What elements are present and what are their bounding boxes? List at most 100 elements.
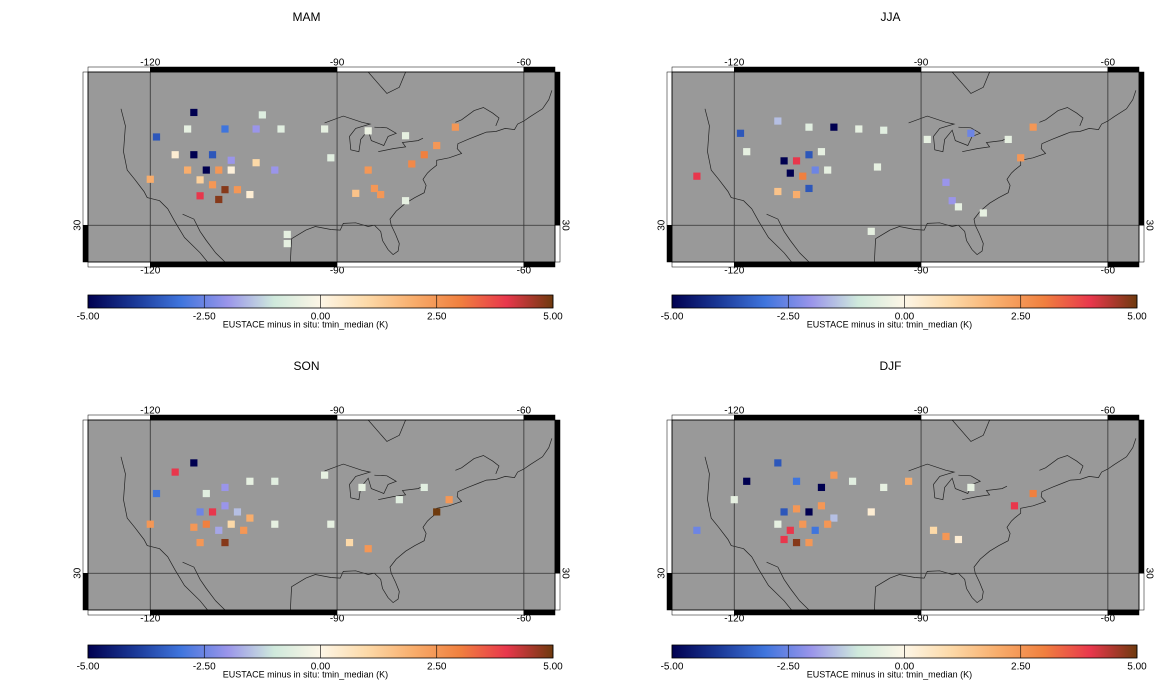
frame-bar: [82, 572, 89, 611]
grid-cell: [240, 526, 248, 534]
coastline: [704, 456, 793, 610]
grid-cell: [805, 151, 813, 159]
grid-cell: [190, 108, 198, 117]
map-layer: [88, 420, 555, 610]
grid-cell: [967, 483, 975, 492]
grid-cell: [730, 496, 738, 504]
colorbar-tick-label: 5.00: [543, 662, 563, 673]
grid-cell: [171, 468, 179, 476]
grid-cell: [799, 172, 807, 180]
grid-cell: [227, 166, 235, 174]
grid-cell: [202, 520, 210, 528]
frame-bar: [666, 224, 673, 263]
x-tick-label: -60: [517, 406, 532, 417]
grid-cell: [202, 489, 210, 498]
colorbar-tick-label: 5.00: [1127, 662, 1147, 673]
frame-bar: [150, 609, 338, 616]
colorbar-tick-label: 2.50: [1011, 312, 1031, 323]
grid-cell: [774, 520, 782, 528]
x-tick-label: -120: [140, 406, 160, 417]
frame-bar: [671, 261, 735, 268]
grid-cell: [873, 163, 882, 171]
frame-bar: [523, 609, 556, 616]
grid-cell: [227, 520, 235, 528]
colorbar-tick-label: -5.00: [661, 662, 684, 673]
x-tick-label: -90: [330, 266, 345, 277]
coastline: [874, 438, 1137, 610]
grid-cell: [799, 520, 807, 528]
grid-cell: [208, 508, 217, 516]
grid-cell: [786, 169, 794, 177]
grid-cell: [792, 190, 801, 199]
coastline: [324, 115, 398, 153]
y-tick-label: 30: [73, 567, 84, 579]
grid-cell: [451, 123, 459, 131]
panel-title: MAM: [293, 10, 321, 24]
x-tick-label: -120: [140, 614, 160, 625]
grid-cell: [830, 471, 838, 479]
frame-bar: [87, 414, 151, 421]
frame-bar: [1107, 261, 1140, 268]
grid-cell: [252, 159, 260, 167]
colorbar-label: EUSTACE minus in situ: tmin_median (K): [807, 669, 972, 679]
grid-cell: [184, 166, 192, 174]
frame-bar: [1107, 609, 1140, 616]
coastline: [324, 463, 398, 501]
grid-cell: [196, 508, 204, 516]
y-tick-label: 30: [559, 568, 570, 580]
map-background: [672, 420, 1139, 610]
grid-cell: [408, 160, 416, 168]
coastline: [766, 213, 810, 262]
grid-cell: [743, 477, 751, 485]
grid-cell: [1029, 489, 1037, 498]
panel-title: DJF: [880, 359, 902, 373]
grid-cell: [208, 181, 217, 189]
grid-cell: [196, 176, 204, 184]
grid-cell: [271, 520, 279, 528]
frame-bar: [666, 572, 673, 611]
grid-cell: [420, 151, 428, 159]
grid-cell: [805, 184, 813, 193]
map-background: [88, 420, 555, 610]
grid-cell: [221, 483, 229, 492]
grid-cell: [1017, 154, 1025, 162]
grid-cell: [880, 126, 888, 134]
grid-cell: [693, 526, 701, 534]
panel: JJA -120 -120 -90 -90 -60 -60 30 30 -5.00 -2.50 0.0…: [657, 10, 1155, 329]
grid-cell: [929, 526, 938, 534]
frame-bar: [150, 66, 338, 73]
grid-cell: [954, 203, 963, 211]
frame-bar: [82, 224, 89, 263]
grid-cell: [146, 520, 154, 528]
grid-cell: [171, 151, 179, 159]
grid-cell: [774, 459, 782, 467]
coastline: [378, 137, 424, 153]
frame-bar: [554, 71, 561, 226]
x-tick-label: -90: [330, 614, 345, 625]
grid-cell: [420, 483, 428, 492]
colorbar-tick-label: -5.00: [77, 662, 100, 673]
frame-bar: [734, 261, 922, 268]
panel-title: SON: [293, 359, 319, 373]
grid-cell: [942, 178, 950, 186]
x-tick-label: -60: [517, 58, 532, 69]
y-tick-label: 30: [559, 220, 570, 232]
colorbar-tick-label: 2.50: [427, 662, 447, 673]
grid-cell: [215, 166, 223, 174]
frame-bar: [150, 261, 338, 268]
coastline: [1039, 107, 1084, 127]
grid-cell: [233, 508, 242, 516]
colorbar-label: EUSTACE minus in situ: tmin_median (K): [223, 319, 388, 329]
grid-cell: [221, 538, 229, 547]
frame-bar: [554, 419, 561, 574]
x-tick-label: -90: [330, 58, 345, 69]
grid-cell: [221, 502, 229, 510]
x-tick-label: -90: [914, 266, 929, 277]
y-tick-label: 30: [1143, 568, 1154, 580]
grid-cell: [942, 532, 950, 541]
frame-bar: [1107, 66, 1140, 73]
grid-cell: [377, 190, 385, 199]
grid-cell: [979, 209, 987, 217]
colorbar-tick-label: 2.50: [427, 312, 447, 323]
y-tick-label: 30: [73, 219, 84, 231]
